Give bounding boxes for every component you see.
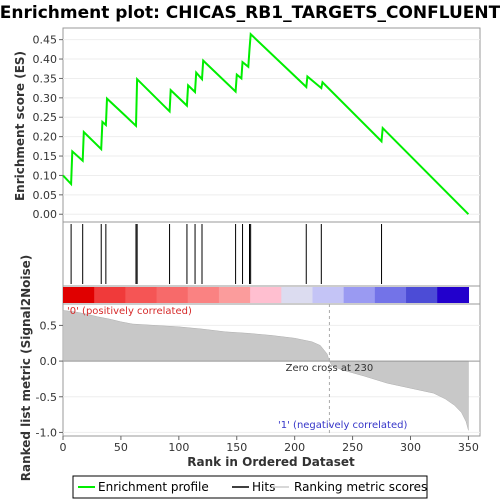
hits-markers	[70, 224, 383, 284]
es-y-tick-label: 0.00	[33, 208, 58, 221]
colorbar-segment	[343, 287, 376, 303]
es-panel-frame	[62, 27, 481, 223]
x-axis-label: Rank in Ordered Dataset	[187, 455, 355, 469]
es-y-tick-label: 0.25	[33, 111, 58, 124]
metric-y-axis-label: Ranked list metric (Signal2Noise)	[19, 255, 33, 482]
es-y-tick-label: 0.45	[33, 34, 58, 47]
legend-hits-label: Hits	[252, 480, 275, 494]
x-tick-label: 350	[458, 441, 479, 454]
colorbar-segment	[156, 287, 189, 303]
es-y-axis-label: Enrichment score (ES)	[13, 51, 27, 201]
es-y-axis-ticks: 0.00 0.05 0.10 0.15 0.20 0.25 0.30 0.35 0.40 0.45	[33, 34, 63, 221]
x-tick-label: 300	[400, 441, 421, 454]
ranking-colorbar	[63, 287, 470, 303]
es-y-tick-label: 0.05	[33, 189, 58, 202]
x-tick-label: 250	[342, 441, 363, 454]
colorbar-segment	[63, 287, 95, 303]
colorbar-segment	[312, 287, 345, 303]
x-tick-label: 0	[60, 441, 67, 454]
colorbar-segment	[94, 287, 126, 303]
enrichment-profile-line	[62, 32, 470, 215]
es-y-tick-label: 0.30	[33, 92, 58, 105]
colorbar-segment	[281, 287, 314, 303]
colorbar-segment	[250, 287, 282, 303]
colorbar-segment	[218, 287, 251, 303]
legend-enrichment-label: Enrichment profile	[98, 480, 209, 494]
colorbar-segment	[437, 287, 470, 303]
colorbar-segment	[187, 287, 220, 303]
legend-metric-label: Ranking metric scores	[294, 480, 427, 494]
metric-y-tick-label: -0.5	[36, 391, 57, 404]
es-y-tick-label: 0.10	[33, 169, 58, 182]
x-tick-label: 50	[114, 441, 128, 454]
x-axis-ticks: 0 50 100 150 200 250 300 350	[60, 436, 479, 454]
metric-y-tick-label: 0.0	[40, 355, 58, 368]
es-y-tick-label: 0.35	[33, 72, 58, 85]
es-y-tick-label: 0.20	[33, 131, 58, 144]
negative-correlation-label: '1' (negatively correlated)	[278, 420, 407, 431]
es-y-tick-label: 0.40	[33, 53, 58, 66]
colorbar-segment	[125, 287, 158, 303]
es-y-tick-label: 0.15	[33, 150, 58, 163]
x-tick-label: 200	[284, 441, 305, 454]
x-tick-label: 100	[168, 441, 189, 454]
es-gridlines	[63, 39, 480, 215]
metric-y-tick-label: 0.5	[40, 319, 58, 332]
positive-correlation-label: '0' (positively correlated)	[67, 306, 192, 317]
metric-y-axis-ticks: -1.0 -0.5 0.0 0.5	[36, 319, 63, 439]
chart-title: Enrichment plot: CHICAS_RB1_TARGETS_CONF…	[0, 3, 500, 23]
hits-panel-frame	[62, 221, 481, 287]
metric-y-tick-label: -1.0	[36, 426, 57, 439]
colorbar-segment	[406, 287, 438, 303]
zero-cross-label: Zero cross at 230	[286, 363, 374, 374]
x-tick-label: 150	[226, 441, 247, 454]
ranking-metric-area	[62, 310, 469, 431]
colorbar-segment	[374, 287, 407, 303]
legend-box	[72, 475, 428, 499]
